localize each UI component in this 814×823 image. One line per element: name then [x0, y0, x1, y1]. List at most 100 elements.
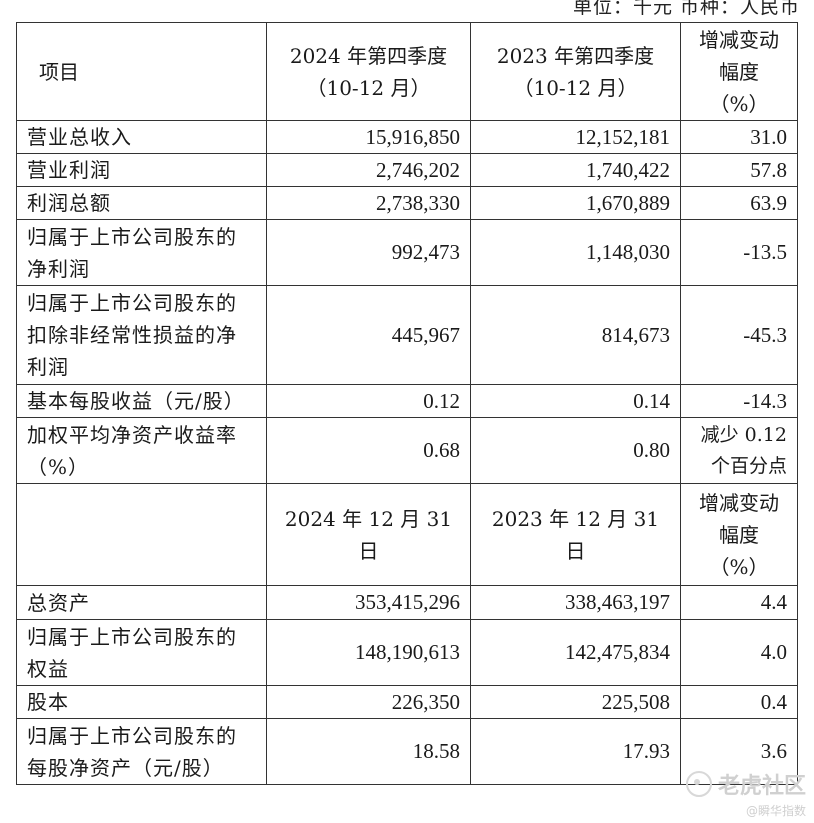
header-2023-date-cell: 2023 年 12 月 31 日 [470, 483, 681, 586]
table-row: 归属于上市公司股东的 净利润 992,473 1,148,030 -13.5 [16, 219, 798, 286]
value-2024-cell: 992,473 [266, 219, 471, 286]
header-2024-q4-label: 2024 年第四季度 [289, 43, 448, 68]
table-row: 基本每股收益（元/股） 0.12 0.14 -14.3 [16, 384, 798, 418]
value-2024-cell: 2,738,330 [266, 186, 471, 220]
row-item-label: 归属于上市公司股东的 [27, 624, 237, 649]
table-row: 归属于上市公司股东的 权益 148,190,613 142,475,834 4.0 [16, 619, 798, 686]
change-text-line: 减少 0.12 [700, 423, 787, 446]
row-item-cell: 归属于上市公司股东的 扣除非经常性损益的净 利润 [16, 285, 267, 385]
tiger-community-logo-icon [685, 771, 712, 797]
header-2023-date-label: 2023 年 12 月 31 日 [491, 506, 660, 563]
value-2024-cell: 226,350 [266, 685, 471, 719]
value-2023-cell: 1,670,889 [470, 186, 681, 220]
value-2023-cell: 12,152,181 [470, 120, 681, 154]
change-cell: 4.4 [680, 585, 798, 620]
value-2023-cell: 814,673 [470, 285, 681, 385]
row-item-cell: 加权平均净资产收益率 （%） [16, 417, 267, 484]
row-item-cell: 归属于上市公司股东的 每股净资产（元/股） [16, 718, 267, 785]
header-change-cell: 增减变动幅度 （%） [680, 22, 798, 121]
financial-summary-table: 项目 2024 年第四季度 （10-12 月） 2023 年第四季度 （10-12 月）… [16, 22, 798, 785]
row-item-cell: 总资产 [16, 585, 267, 620]
header-2023-q4-label: 2023 年第四季度 [496, 43, 655, 68]
row-item-cell: 营业总收入 [16, 120, 267, 154]
value-2023-cell: 142,475,834 [470, 619, 681, 686]
row-item-cell: 归属于上市公司股东的 权益 [16, 619, 267, 686]
header-change-cell: 增减变动幅度 （%） [680, 483, 798, 586]
header-change-label: 增减变动 [699, 490, 779, 515]
value-2023-cell: 225,508 [470, 685, 681, 719]
header-change-label: （%） [709, 91, 769, 116]
row-item-cell: 营业利润 [16, 153, 267, 187]
value-2023-cell: 17.93 [470, 718, 681, 785]
table-row: 股本 226,350 225,508 0.4 [16, 685, 798, 719]
row-item-label: 每股净资产（元/股） [27, 755, 224, 780]
table-row: 营业总收入 15,916,850 12,152,181 31.0 [16, 120, 798, 154]
row-item-label: 营业利润 [27, 158, 111, 182]
row-item-label: 加权平均净资产收益率 [27, 422, 237, 447]
value-2023-cell: 1,148,030 [470, 219, 681, 286]
table-row: 加权平均净资产收益率 （%） 0.68 0.80 减少 0.12 个百分点 [16, 417, 798, 484]
row-item-label: 净利润 [27, 256, 90, 281]
row-item-label: 归属于上市公司股东的 [27, 224, 237, 249]
header-item-label: 项目 [39, 59, 79, 84]
value-2024-cell: 0.12 [266, 384, 471, 418]
header-row-date: 2024 年 12 月 31 日 2023 年 12 月 31 日 增减变动幅度 （%… [16, 483, 798, 586]
row-item-label: 基本每股收益（元/股） [27, 389, 245, 413]
value-2024-cell: 18.58 [266, 718, 471, 785]
row-item-cell: 利润总额 [16, 186, 267, 220]
value-2023-cell: 0.14 [470, 384, 681, 418]
value-2024-cell: 445,967 [266, 285, 471, 385]
watermark-sub-text: @瞬华指数 [745, 804, 806, 818]
change-cell: 63.9 [680, 186, 798, 220]
header-row-period: 项目 2024 年第四季度 （10-12 月） 2023 年第四季度 （10-12 月）… [16, 22, 798, 121]
value-2024-cell: 148,190,613 [266, 619, 471, 686]
row-item-label: 总资产 [27, 590, 90, 615]
value-2024-cell: 0.68 [266, 417, 471, 484]
row-item-cell: 基本每股收益（元/股） [16, 384, 267, 418]
header-2024-q4-label: （10-12 月） [306, 75, 431, 100]
header-change-label: 幅度 [719, 59, 759, 84]
value-2024-cell: 2,746,202 [266, 153, 471, 187]
header-2024-date-label: 2024 年 12 月 31 日 [284, 506, 453, 563]
table-row: 营业利润 2,746,202 1,740,422 57.8 [16, 153, 798, 187]
row-item-cell: 归属于上市公司股东的 净利润 [16, 219, 267, 286]
table-row: 利润总额 2,738,330 1,670,889 63.9 [16, 186, 798, 220]
change-text-line: 个百分点 [710, 454, 787, 477]
header-2024-q4-cell: 2024 年第四季度 （10-12 月） [266, 22, 471, 121]
row-item-label: （%） [27, 454, 90, 479]
change-cell: -13.5 [680, 219, 798, 286]
change-cell: 减少 0.12 个百分点 [680, 417, 798, 484]
row-item-label: 营业总收入 [27, 125, 132, 149]
value-2024-cell: 353,415,296 [266, 585, 471, 620]
value-2023-cell: 338,463,197 [470, 585, 681, 620]
table-row: 归属于上市公司股东的 每股净资产（元/股） 18.58 17.93 3.6 [16, 718, 798, 785]
row-item-label: 归属于上市公司股东的 [27, 723, 237, 748]
change-cell: 57.8 [680, 153, 798, 187]
change-cell: -45.3 [680, 285, 798, 385]
header-change-label: 幅度 [719, 522, 759, 547]
row-item-label: 股本 [27, 690, 69, 714]
unit-currency-note: 单位：千元 币种：人民币 [572, 0, 800, 18]
row-item-label: 扣除非经常性损益的净 [27, 323, 237, 347]
change-cell: 0.4 [680, 685, 798, 719]
header-item-cell-blank [16, 483, 267, 586]
row-item-label: 权益 [27, 656, 69, 681]
change-cell: -14.3 [680, 384, 798, 418]
value-2023-cell: 0.80 [470, 417, 681, 484]
watermark-main-text: 老虎社区 [717, 774, 806, 799]
change-cell: 4.0 [680, 619, 798, 686]
header-2023-q4-label: （10-12 月） [513, 75, 638, 100]
header-change-label: 增减变动 [699, 27, 779, 52]
header-2023-q4-cell: 2023 年第四季度 （10-12 月） [470, 22, 681, 121]
change-cell: 31.0 [680, 120, 798, 154]
value-2023-cell: 1,740,422 [470, 153, 681, 187]
value-2024-cell: 15,916,850 [266, 120, 471, 154]
header-change-label: （%） [709, 554, 769, 579]
row-item-label: 归属于上市公司股东的 [27, 291, 237, 315]
watermark: 老虎社区 @瞬华指数 [685, 768, 806, 819]
table-row: 总资产 353,415,296 338,463,197 4.4 [16, 585, 798, 620]
header-item-cell: 项目 [16, 22, 267, 121]
table-row: 归属于上市公司股东的 扣除非经常性损益的净 利润 445,967 814,673 -45.… [16, 285, 798, 385]
row-item-label: 利润 [27, 355, 69, 379]
row-item-label: 利润总额 [27, 191, 111, 215]
